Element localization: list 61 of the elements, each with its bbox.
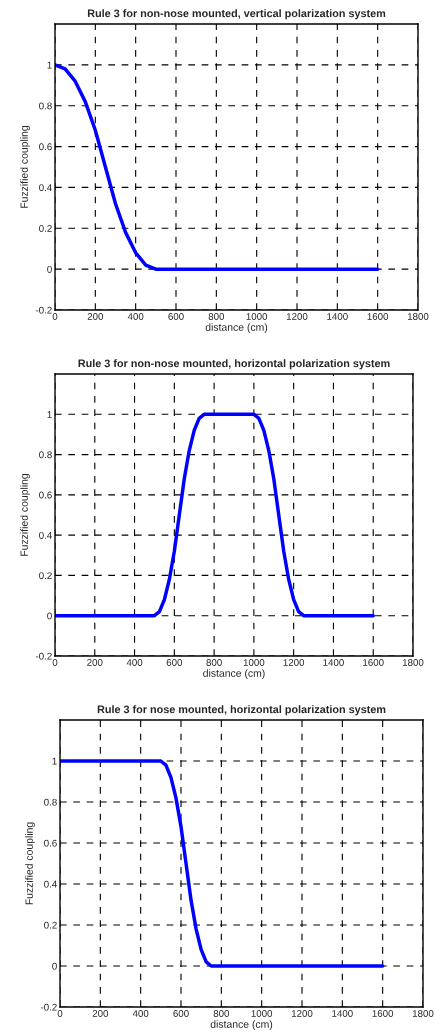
y-tick-label: 0.4 <box>39 184 52 192</box>
x-tick-label: 800 <box>213 1010 230 1017</box>
y-tick-label: 1 <box>47 411 52 418</box>
y-tick-label: -0.2 <box>35 652 52 660</box>
y-tick-label: 0.2 <box>44 921 57 929</box>
x-tick-label: 1600 <box>372 1010 394 1017</box>
x-tick-label: 1200 <box>283 659 305 666</box>
line-series <box>60 759 385 968</box>
y-tick-label: 0.8 <box>39 451 52 459</box>
x-tick-label: 1200 <box>291 1010 313 1017</box>
line-series <box>55 63 380 271</box>
y-tick-label: 1 <box>52 757 57 765</box>
y-tick-label: 0.6 <box>39 143 52 151</box>
x-tick-label: 600 <box>166 659 183 666</box>
x-tick-label: 800 <box>206 659 222 666</box>
chart-title: Rule 3 for non-nose mounted, horizontal polarization system <box>78 359 390 370</box>
x-axis-title: distance (cm) <box>210 1020 273 1030</box>
chart-title: Rule 3 for non-nose mounted, vertical polarization system <box>87 9 386 20</box>
chart-title: Rule 3 for nose mounted, horizontal polarization system <box>97 705 386 716</box>
x-tick-label: 1400 <box>332 1010 353 1017</box>
x-tick-label: 1400 <box>323 659 344 666</box>
y-axis-title: Fuzzified coupling <box>20 473 30 556</box>
x-tick-label: 400 <box>127 313 144 320</box>
x-tick-label: 200 <box>92 1010 109 1017</box>
y-tick-label: -0.2 <box>35 306 52 314</box>
y-tick-label: 0.4 <box>44 880 57 888</box>
x-tick-label: 800 <box>208 313 225 320</box>
y-tick-label: 0.6 <box>44 839 57 847</box>
y-tick-label: 0.4 <box>39 531 52 539</box>
x-tick-label: 1600 <box>367 313 389 320</box>
y-tick-label: 0 <box>47 265 52 273</box>
y-tick-label: 0 <box>52 962 57 970</box>
y-tick-label: 0.6 <box>39 491 52 499</box>
y-tick-label: 1 <box>47 61 52 69</box>
y-tick-label: 0.2 <box>39 225 52 232</box>
x-tick-label: 1000 <box>243 659 265 666</box>
x-axis-title: distance (cm) <box>203 669 265 679</box>
y-axis-title: Fuzzified coupling <box>20 125 30 208</box>
x-tick-label: 400 <box>132 1010 149 1017</box>
x-tick-label: 400 <box>126 659 143 666</box>
x-axis-title: distance (cm) <box>205 323 268 333</box>
x-tick-label: 1800 <box>402 659 424 666</box>
x-tick-label: 600 <box>168 313 184 320</box>
x-tick-label: 1000 <box>251 1010 273 1017</box>
x-tick-label: 1000 <box>246 313 268 320</box>
y-tick-label: 0.8 <box>39 102 52 110</box>
x-tick-label: 200 <box>87 313 104 320</box>
x-tick-label: 200 <box>87 659 103 666</box>
y-axis-title: Fuzzified coupling <box>25 822 35 905</box>
x-tick-label: 1400 <box>327 313 348 320</box>
x-tick-label: 1800 <box>407 313 429 320</box>
y-tick-label: 0.8 <box>44 798 57 806</box>
x-tick-label: 0 <box>57 1010 63 1017</box>
y-tick-label: 0.2 <box>39 572 52 580</box>
x-tick-label: 1800 <box>412 1010 434 1017</box>
y-tick-label: -0.2 <box>40 1003 57 1011</box>
x-tick-label: 600 <box>173 1010 189 1017</box>
x-tick-label: 1200 <box>286 313 308 320</box>
x-tick-label: 1600 <box>363 659 384 666</box>
line-series <box>55 412 375 618</box>
y-tick-label: 0 <box>47 612 52 620</box>
